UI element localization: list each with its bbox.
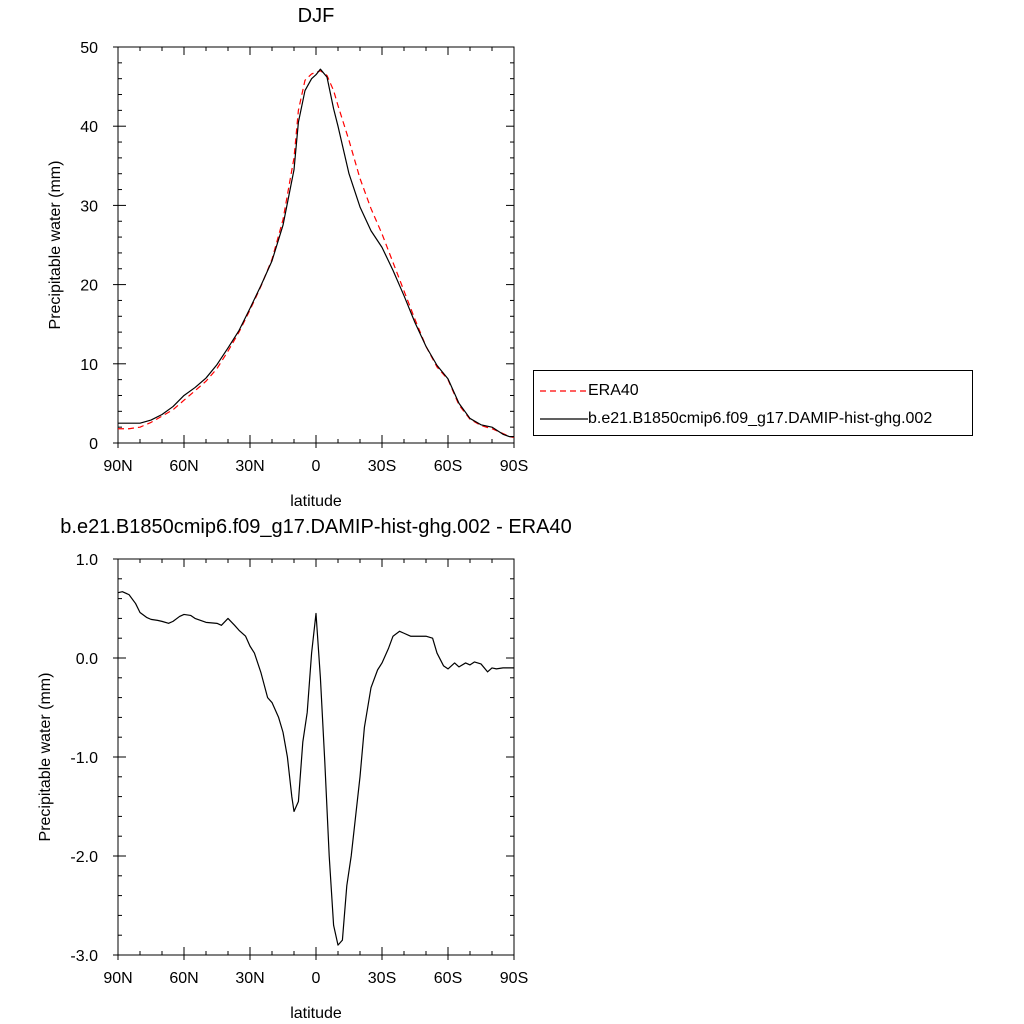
bottom-plot-title: b.e21.B1850cmip6.f09_g17.DAMIP-hist-ghg.… (60, 516, 571, 538)
top-y-tick-label: 10 (80, 357, 98, 374)
top-x-axis-label: latitude (290, 493, 342, 510)
legend-swatch-era40 (540, 390, 588, 392)
bottom-y-axis-label: Precipitable water (mm) (37, 673, 54, 842)
top-y-axis-label: Precipitable water (mm) (47, 161, 64, 330)
top-x-tick-label: 0 (312, 458, 321, 475)
legend-entry-model: b.e21.B1850cmip6.f09_g17.DAMIP-hist-ghg.… (540, 409, 932, 429)
legend-entry-era40: ERA40 (540, 381, 639, 401)
top-y-tick-label: 30 (80, 198, 98, 215)
top-plot: DJF 90N 60N 30N 0 30S 60S 90S 0 10 20 30 40 50 latit… (47, 5, 528, 510)
top-plot-frame (117, 46, 515, 444)
top-x-tick-label: 90N (103, 458, 132, 475)
legend-label-model: b.e21.B1850cmip6.f09_g17.DAMIP-hist-ghg.… (588, 410, 933, 427)
bottom-y-tick-label: 1.0 (76, 552, 98, 569)
bottom-x-tick-label: 60S (434, 970, 462, 987)
bottom-x-tick-label: 60N (169, 970, 198, 987)
legend: ERA40 b.e21.B1850cmip6.f09_g17.DAMIP-his… (533, 370, 973, 436)
legend-label-era40: ERA40 (588, 382, 639, 399)
top-plot-title: DJF (298, 5, 335, 27)
bottom-y-tick-label: -3.0 (70, 948, 98, 965)
bottom-y-tick-label: -1.0 (70, 750, 98, 767)
top-y-tick-label: 0 (89, 436, 98, 453)
top-plot-series (118, 68, 515, 439)
top-series-line-model (118, 68, 514, 438)
top-y-tick-label: 50 (80, 40, 98, 57)
top-x-tick-label: 30N (235, 458, 264, 475)
bottom-x-axis-label: latitude (290, 1005, 342, 1022)
bottom-y-tick-label: -2.0 (70, 849, 98, 866)
bottom-plot-ticks: 90N 60N 30N 0 30S 60S 90S -3.0 -2.0 -1.0 0.0 1.0 (70, 552, 528, 987)
top-x-tick-label: 60S (434, 458, 462, 475)
top-x-tick-label: 60N (169, 458, 198, 475)
top-x-tick-label: 30S (368, 458, 396, 475)
top-y-tick-label: 20 (80, 278, 98, 295)
legend-swatch-model (540, 418, 588, 420)
bottom-series-line-difference (117, 591, 514, 946)
bottom-x-tick-label: 30N (235, 970, 264, 987)
bottom-plot-series (117, 591, 514, 946)
top-y-tick-label: 40 (80, 119, 98, 136)
bottom-x-tick-label: 0 (312, 970, 321, 987)
bottom-plot: b.e21.B1850cmip6.f09_g17.DAMIP-hist-ghg.… (37, 516, 572, 1022)
bottom-x-tick-label: 30S (368, 970, 396, 987)
top-x-tick-label: 90S (500, 458, 528, 475)
bottom-y-tick-label: 0.0 (76, 651, 98, 668)
bottom-x-tick-label: 90S (500, 970, 528, 987)
bottom-x-tick-label: 90N (103, 970, 132, 987)
top-plot-ticks: 90N 60N 30N 0 30S 60S 90S 0 10 20 30 40 50 (80, 40, 528, 475)
top-series-line-era40 (118, 70, 515, 439)
